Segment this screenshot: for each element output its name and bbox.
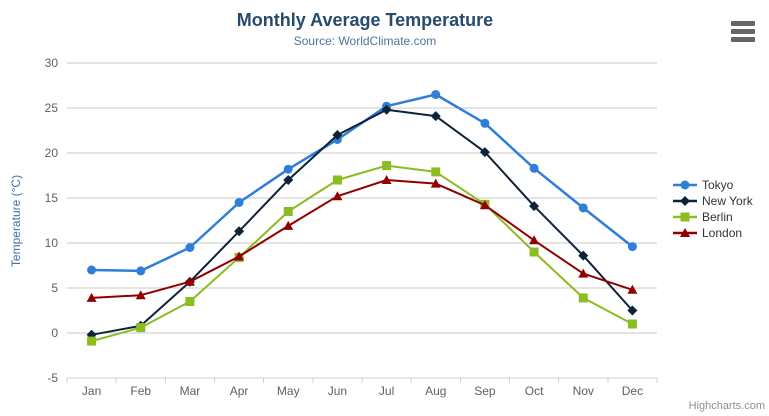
data-point-marker[interactable] [381,104,392,115]
series-line [91,179,633,299]
data-point-marker[interactable] [627,319,637,329]
y-axis-label: -5 [47,371,58,385]
data-point-marker[interactable] [529,163,539,173]
diamond-icon [673,196,697,206]
data-point-marker[interactable] [431,167,441,177]
data-point-marker[interactable] [430,111,441,122]
data-point-marker[interactable] [185,297,195,306]
y-axis-label: 30 [45,56,59,70]
y-axis-title: Temperature (°C) [9,174,23,268]
data-point-marker[interactable] [529,247,539,257]
y-axis-label: 20 [45,146,59,160]
data-point-marker[interactable] [136,323,146,333]
chart-subtitle: Source: WorldClimate.com [293,34,437,48]
series-tokyo[interactable] [87,90,637,276]
data-point-marker[interactable] [332,191,343,201]
x-axis-label: Feb [130,384,151,398]
data-point-marker[interactable] [479,147,490,158]
y-axis-label: 0 [51,326,58,340]
x-axis-label: Nov [573,384,594,398]
data-point-marker[interactable] [578,293,588,303]
legend-item-berlin[interactable]: Berlin [673,209,753,225]
data-point-marker[interactable] [86,292,97,302]
credits-link[interactable]: Highcharts.com [688,400,765,412]
series-new-york[interactable] [86,104,638,340]
data-point-marker[interactable] [480,118,490,128]
y-axis-label: 5 [51,281,58,295]
x-axis-label: Oct [525,384,544,398]
series-line [91,164,633,343]
square-icon [673,212,697,222]
data-point-marker[interactable] [578,203,588,213]
data-point-marker[interactable] [185,243,195,252]
triangle-icon [673,228,697,237]
data-point-marker[interactable] [381,175,392,184]
x-axis-label: May [277,384,300,398]
legend-item-new-york[interactable]: New York [673,193,753,209]
x-axis-label: Jun [328,384,347,398]
data-point-marker[interactable] [382,161,392,171]
legend-label: New York [702,194,753,208]
legend-label: Berlin [702,210,733,224]
data-point-marker[interactable] [135,290,146,300]
data-point-marker[interactable] [283,164,293,174]
data-point-marker[interactable] [87,336,97,346]
data-point-marker[interactable] [332,130,343,140]
data-point-marker[interactable] [431,90,441,99]
data-point-marker[interactable] [332,175,342,185]
y-axis-label: 25 [45,101,59,115]
legend: Tokyo New York Berlin London [673,177,753,241]
chart-title: Monthly Average Temperature [236,10,494,30]
data-point-marker[interactable] [283,207,293,216]
series-london[interactable] [86,175,638,302]
data-point-marker[interactable] [430,178,441,188]
data-point-marker[interactable] [87,265,97,275]
data-point-marker[interactable] [578,268,589,278]
y-axis-label: 10 [45,236,59,250]
circle-icon [673,180,697,190]
series-line [91,108,634,336]
data-point-marker[interactable] [184,276,195,286]
data-point-marker[interactable] [529,235,540,245]
legend-item-london[interactable]: London [673,225,753,241]
series-line [91,93,634,273]
x-axis-label: Apr [230,384,249,398]
data-point-marker[interactable] [234,226,245,237]
data-point-marker[interactable] [627,284,638,294]
x-axis-label: Jul [379,384,394,398]
hamburger-icon [731,21,755,42]
x-axis-label: Mar [180,384,201,398]
data-point-marker[interactable] [234,251,245,261]
data-point-marker[interactable] [578,250,589,261]
x-axis-label: Sep [474,384,496,398]
data-point-marker[interactable] [283,175,294,185]
data-point-marker[interactable] [529,201,540,212]
legend-item-tokyo[interactable]: Tokyo [673,177,753,193]
x-axis-label: Jan [82,384,101,398]
data-point-marker[interactable] [234,198,244,207]
data-point-marker[interactable] [136,266,146,276]
data-point-marker[interactable] [627,242,637,252]
legend-label: Tokyo [702,178,734,192]
legend-label: London [702,226,743,240]
x-axis-label: Dec [622,384,643,398]
x-axis-label: Aug [425,384,446,398]
data-point-marker[interactable] [283,220,294,230]
data-point-marker[interactable] [627,305,638,316]
data-point-marker[interactable] [479,200,490,210]
y-axis-label: 15 [45,191,59,205]
export-menu-button[interactable] [731,21,755,43]
